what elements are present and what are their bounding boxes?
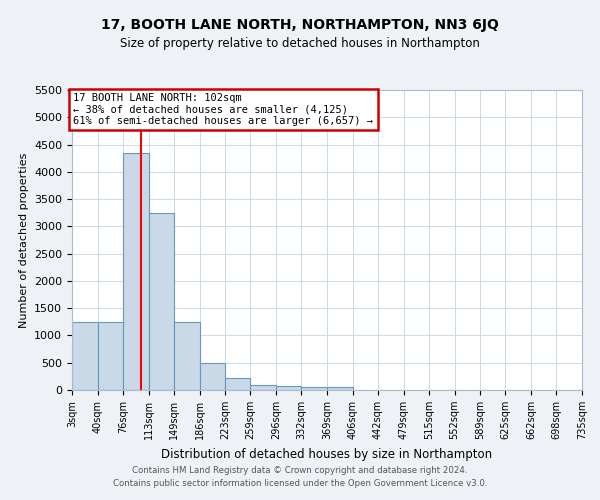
Text: 17 BOOTH LANE NORTH: 102sqm
← 38% of detached houses are smaller (4,125)
61% of : 17 BOOTH LANE NORTH: 102sqm ← 38% of det… (73, 92, 373, 126)
Y-axis label: Number of detached properties: Number of detached properties (19, 152, 29, 328)
Bar (225, 378, 250, 390)
Bar (301, 387, 327, 390)
Text: Size of property relative to detached houses in Northampton: Size of property relative to detached ho… (120, 38, 480, 51)
Text: Contains HM Land Registry data © Crown copyright and database right 2024.
Contai: Contains HM Land Registry data © Crown c… (113, 466, 487, 487)
Bar (327, 387, 353, 390)
Bar (72, 322, 98, 390)
Bar (123, 152, 149, 390)
Bar (199, 362, 225, 390)
Bar (98, 322, 123, 390)
Bar (174, 322, 199, 390)
Bar (250, 385, 276, 390)
Bar (276, 386, 301, 390)
X-axis label: Distribution of detached houses by size in Northampton: Distribution of detached houses by size … (161, 448, 493, 460)
Text: 17, BOOTH LANE NORTH, NORTHAMPTON, NN3 6JQ: 17, BOOTH LANE NORTH, NORTHAMPTON, NN3 6… (101, 18, 499, 32)
Bar (149, 212, 174, 390)
